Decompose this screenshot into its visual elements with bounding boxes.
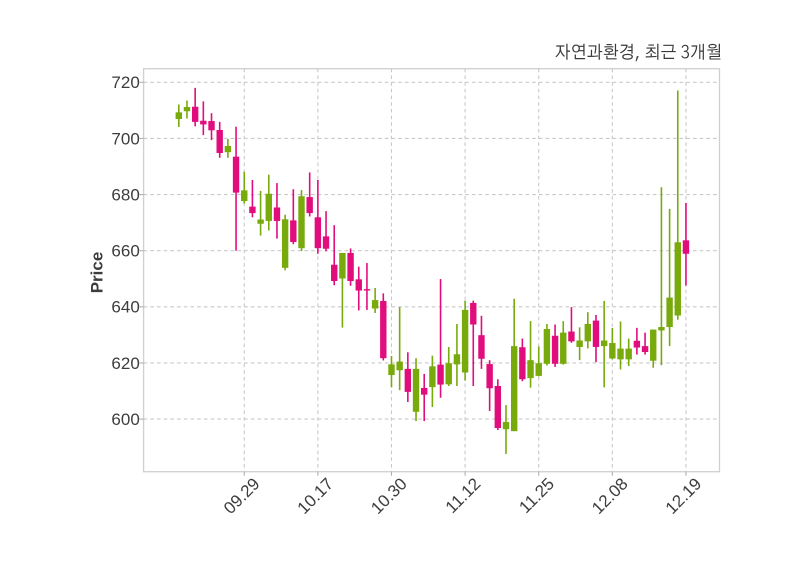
svg-text:600: 600 [111,410,139,429]
svg-text:640: 640 [111,298,139,317]
svg-text:700: 700 [111,129,139,148]
svg-text:620: 620 [111,354,139,373]
svg-text:720: 720 [111,73,139,92]
svg-text:Price: Price [88,252,107,294]
svg-text:660: 660 [111,242,139,261]
svg-text:680: 680 [111,185,139,204]
